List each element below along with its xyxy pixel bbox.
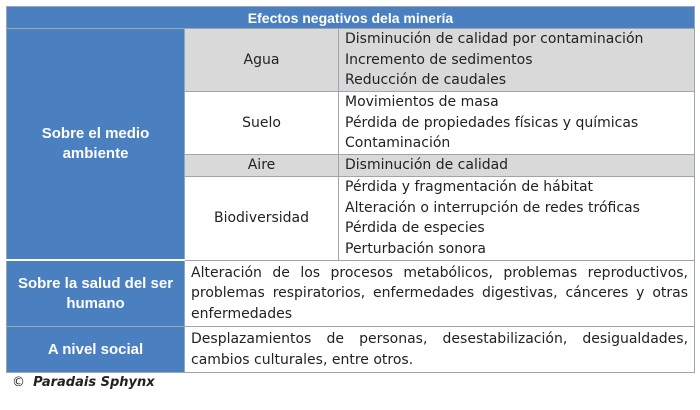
effect-item: Incremento de sedimentos (345, 51, 533, 68)
effect-item: Disminución de calidad por contaminación (345, 31, 644, 48)
effect-item: Alteración o interrupción de redes trófi… (345, 199, 640, 216)
copyright-symbol: © (12, 375, 25, 390)
copyright-notice: © Paradais Sphynx (12, 375, 155, 390)
subcategory-soil: Suelo (184, 91, 339, 155)
effect-item: Contaminación (345, 135, 451, 152)
effect-item: Pérdida de especies (345, 220, 485, 236)
table-title: Efectos negativos dela minería (5, 6, 696, 29)
effect-item: Pérdida de propiedades físicas y química… (345, 114, 639, 131)
effect-item: Movimientos de masa (345, 94, 499, 111)
effects-water: Disminución de calidad por contaminación… (337, 28, 696, 92)
subcategory-water: Agua (184, 28, 339, 92)
category-environment: Sobre el medio ambiente (6, 28, 185, 261)
subcategory-air: Aire (184, 154, 339, 177)
effect-item: Perturbación sonora (345, 240, 487, 257)
effects-biodiversity: Pérdida y fragmentación de hábitat Alter… (337, 175, 696, 261)
effects-social: Desplazamientos de personas, desestabili… (183, 326, 696, 373)
category-social: A nivel social (6, 326, 185, 373)
effect-item: Disminución de calidad (345, 157, 509, 173)
subcategory-biodiversity: Biodiversidad (184, 175, 339, 261)
effects-soil: Movimientos de masa Pérdida de propiedad… (337, 91, 696, 155)
effects-health: Alteración de los procesos metabólicos, … (183, 259, 696, 327)
category-health: Sobre la salud del ser humano (6, 259, 185, 327)
effect-item: Pérdida y fragmentación de hábitat (345, 179, 594, 195)
effects-air: Disminución de calidad (337, 154, 696, 177)
effect-item: Reducción de caudales (345, 72, 507, 89)
copyright-owner: Paradais Sphynx (33, 375, 155, 390)
mining-effects-table: Efectos negativos dela minería Sobre el … (5, 6, 696, 373)
